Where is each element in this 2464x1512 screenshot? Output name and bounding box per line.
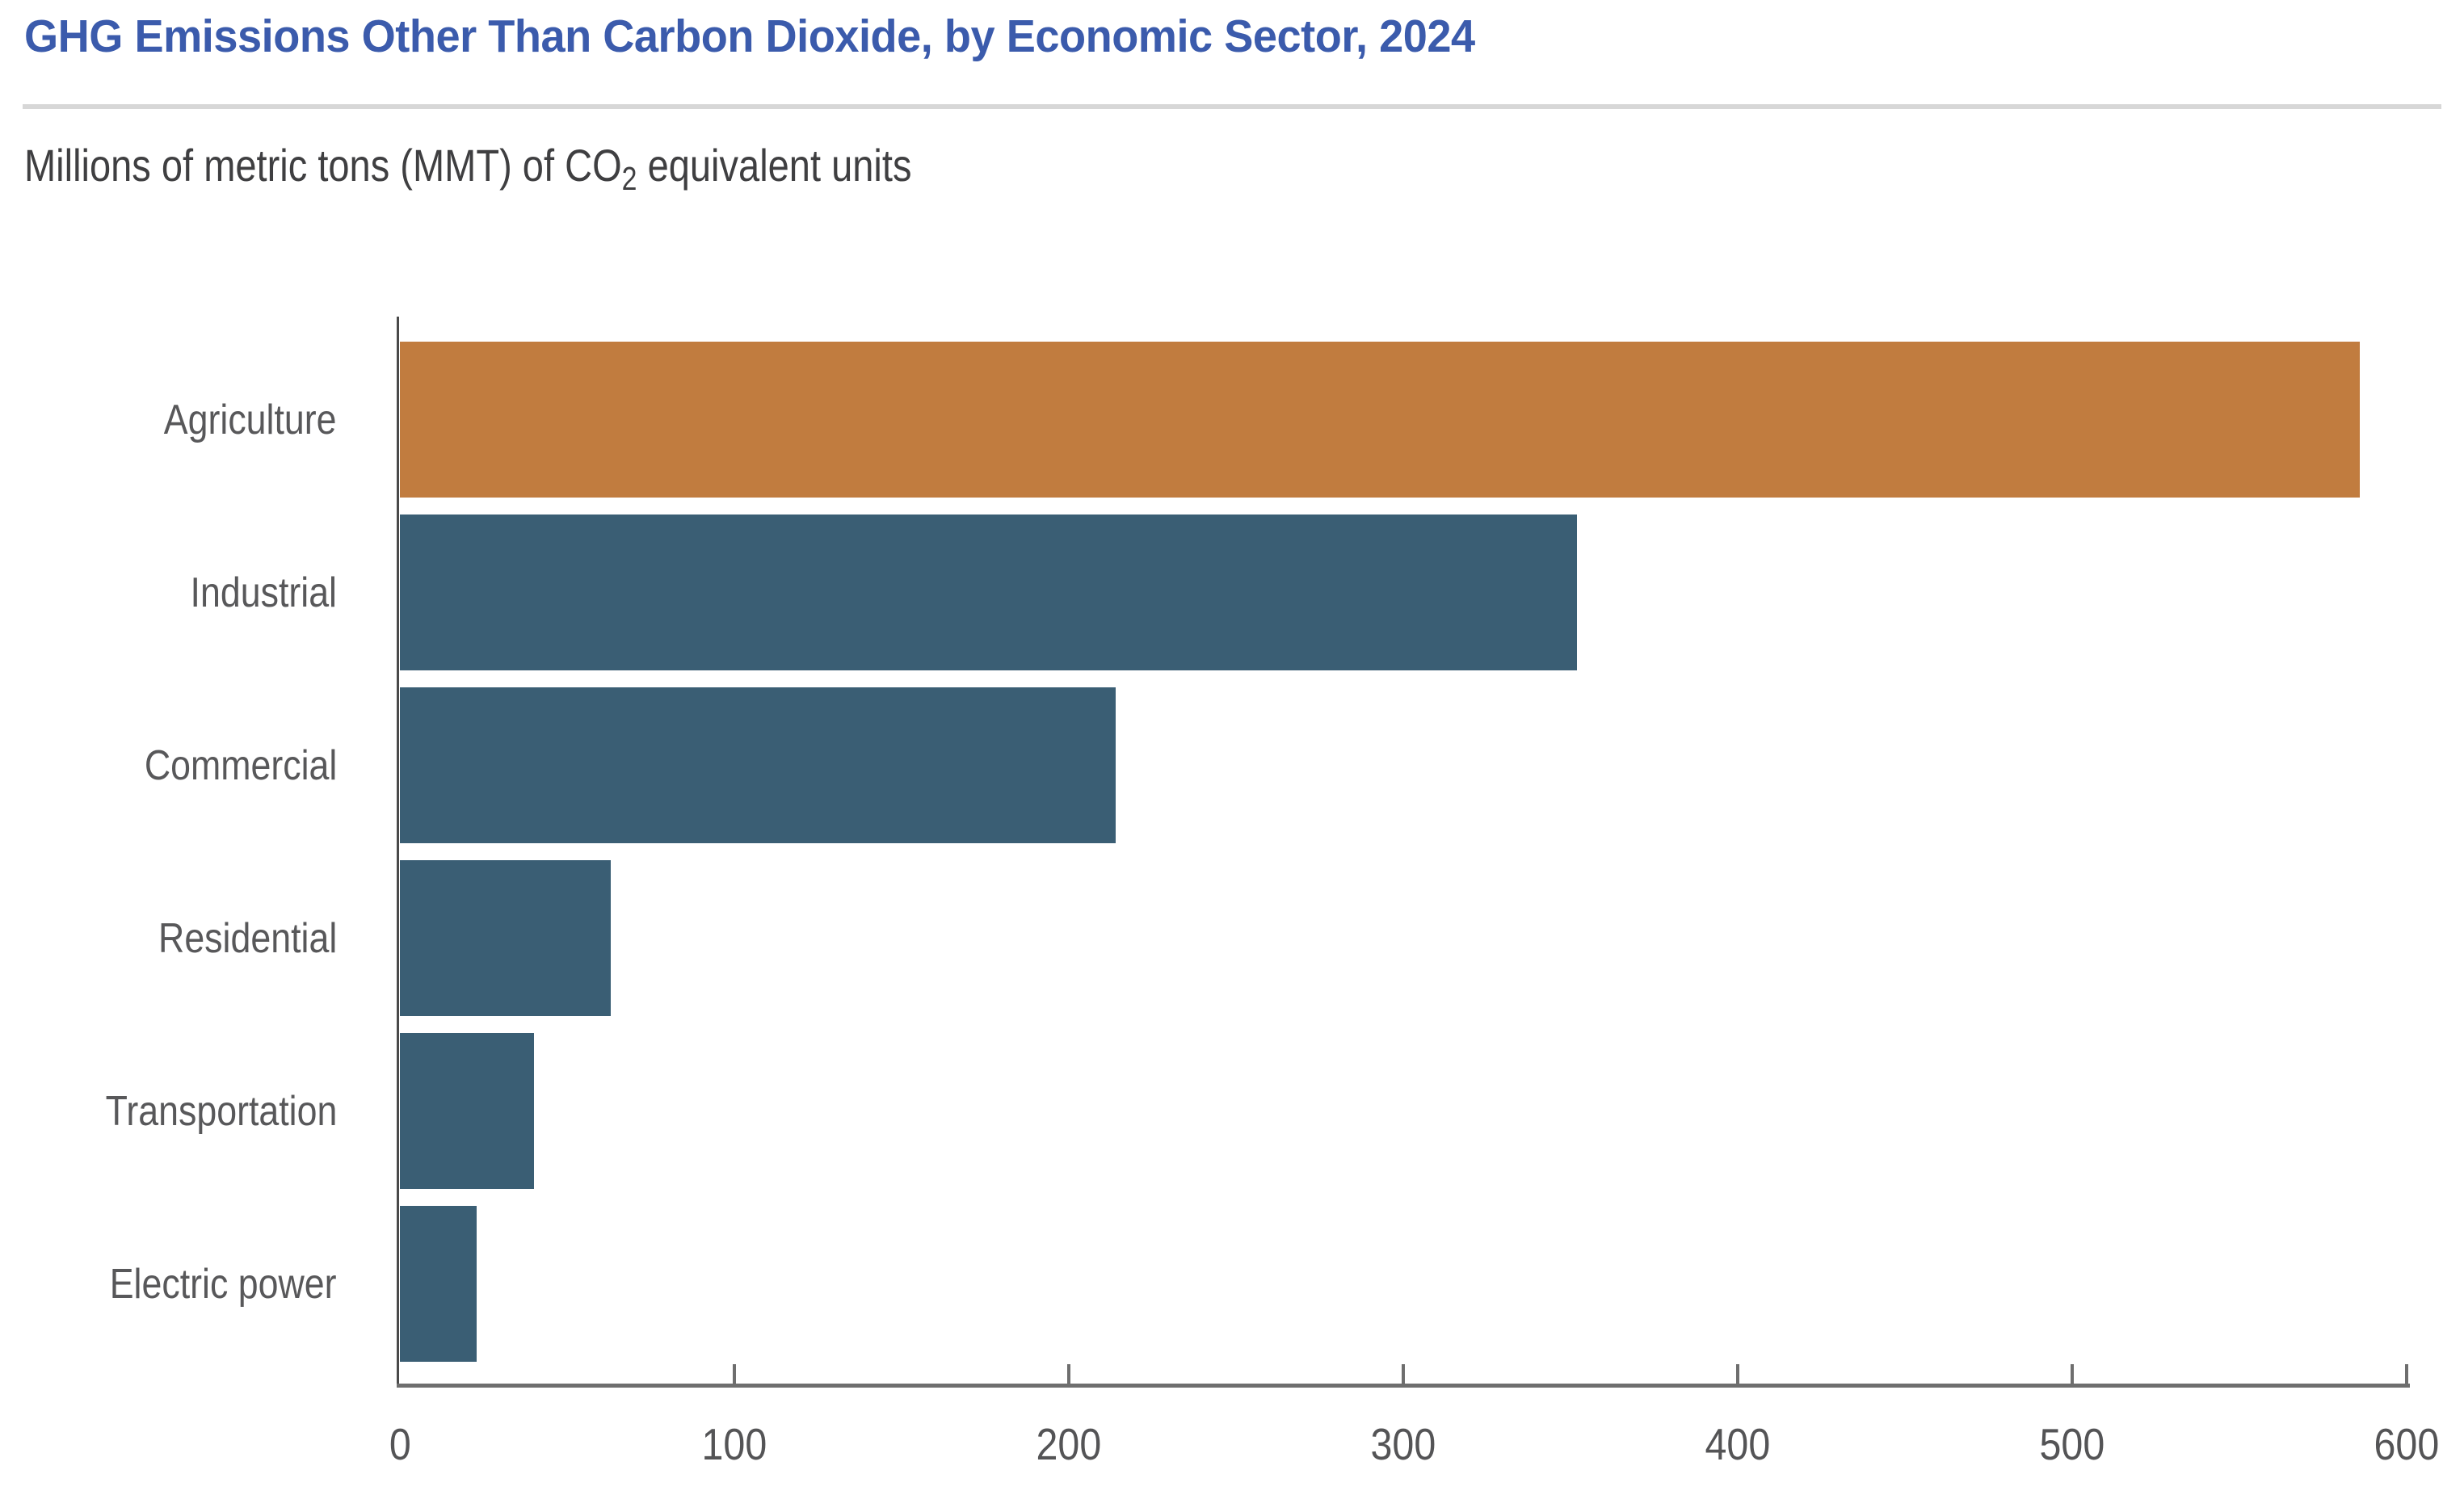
x-axis-tick-label-text: 500	[2039, 1419, 2105, 1469]
category-label-commercial: Commercial	[0, 687, 337, 843]
category-label-transportation: Transportation	[0, 1033, 337, 1189]
y-axis-line	[397, 317, 399, 1387]
x-axis-tick-label-text: 0	[389, 1419, 411, 1469]
subtitle-text: Millions of metric tons (MMT) of CO	[24, 140, 622, 191]
subtitle-subscript: 2	[621, 160, 637, 198]
x-axis-tick-label-500: 500	[1975, 1418, 2169, 1470]
x-axis-tick-200	[1067, 1364, 1070, 1384]
title-divider	[23, 104, 2441, 109]
category-label-agriculture: Agriculture	[0, 342, 337, 498]
x-axis-tick-label-600: 600	[2310, 1418, 2464, 1470]
chart-subtitle: Millions of metric tons (MMT) of CO2 equ…	[24, 139, 912, 197]
x-axis-tick-label-text: 600	[2374, 1419, 2440, 1469]
x-axis-line	[397, 1384, 2410, 1388]
x-axis-tick-label-text: 100	[701, 1419, 767, 1469]
category-label-text: Commercial	[144, 741, 337, 789]
x-axis-tick-label-text: 400	[1705, 1419, 1771, 1469]
x-axis-tick-label-100: 100	[637, 1418, 831, 1470]
category-label-text: Residential	[158, 914, 337, 962]
subtitle-text-suffix: equivalent units	[637, 140, 912, 191]
x-axis-tick-500	[2071, 1364, 2074, 1384]
category-label-industrial: Industrial	[0, 514, 337, 670]
bar-industrial	[400, 514, 1577, 670]
x-axis-tick-100	[733, 1364, 736, 1384]
plot-area	[400, 317, 2408, 1384]
bar-residential	[400, 860, 611, 1016]
category-label-column: Agriculture Industrial Commercial Residenti…	[0, 317, 337, 1384]
x-axis-tick-label-200: 200	[972, 1418, 1166, 1470]
category-label-text: Transportation	[105, 1087, 337, 1135]
bar-transportation	[400, 1033, 534, 1189]
x-axis-tick-label-0: 0	[303, 1418, 497, 1470]
x-axis-tick-300	[1402, 1364, 1405, 1384]
x-axis-tick-label-400: 400	[1641, 1418, 1835, 1470]
bar-agriculture	[400, 342, 2360, 498]
x-axis-tick-label-text: 200	[1036, 1419, 1102, 1469]
x-axis-tick-600	[2405, 1364, 2408, 1384]
x-axis-tick-label-300: 300	[1306, 1418, 1500, 1470]
bar-electric-power	[400, 1206, 477, 1362]
x-axis-tick-400	[1736, 1364, 1739, 1384]
chart-title: GHG Emissions Other Than Carbon Dioxide,…	[24, 10, 1475, 62]
category-label-electric-power: Electric power	[0, 1206, 337, 1362]
category-label-text: Industrial	[190, 569, 337, 616]
category-label-text: Electric power	[110, 1260, 337, 1308]
x-axis-tick-label-text: 300	[1370, 1419, 1436, 1469]
bar-commercial	[400, 687, 1116, 843]
category-label-text: Agriculture	[164, 396, 337, 443]
category-label-residential: Residential	[0, 860, 337, 1016]
